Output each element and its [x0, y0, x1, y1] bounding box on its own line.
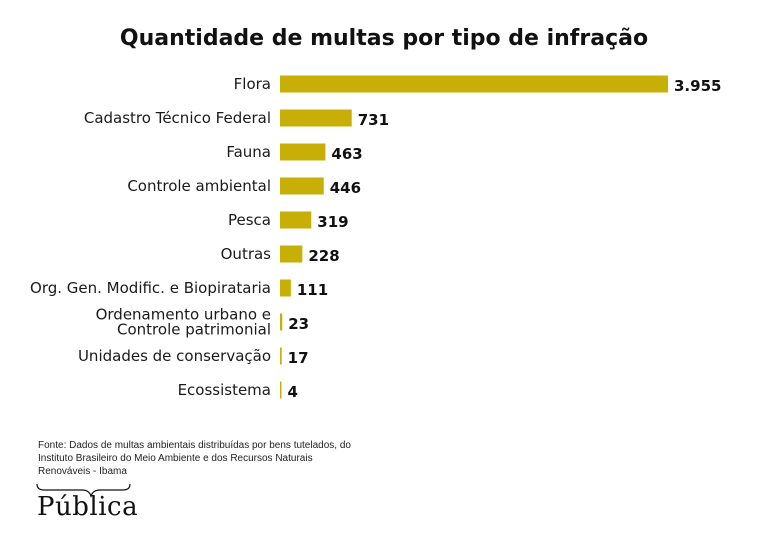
bar: [280, 75, 668, 93]
bar: [280, 211, 312, 229]
bar: [280, 381, 282, 399]
logo-bracket-icon: [36, 483, 131, 498]
value-label: 4: [288, 383, 298, 401]
value-label: 3.955: [674, 77, 721, 95]
category-label: Flora: [234, 75, 271, 93]
value-label: 17: [288, 349, 309, 367]
bar: [280, 143, 326, 161]
value-label: 23: [288, 315, 309, 333]
value-label: 731: [358, 111, 389, 129]
bar: [280, 177, 324, 195]
bar: [280, 313, 283, 331]
category-label: Ordenamento urbano e: [96, 306, 271, 324]
category-label: Unidades de conservação: [78, 347, 271, 365]
bar-chart: Flora 3.955 Cadastro Técnico Federal 731 Fau…: [30, 75, 721, 401]
category-label: Controle patrimonial: [117, 321, 271, 339]
category-label: Cadastro Técnico Federal: [84, 109, 271, 127]
category-label: Pesca: [228, 211, 271, 229]
publica-logo: Pública: [34, 470, 144, 524]
brand-name: Pública: [37, 492, 139, 522]
bar: [280, 347, 282, 365]
category-label: Ecossistema: [178, 381, 271, 399]
bar: [280, 279, 291, 297]
category-label: Org. Gen. Modific. e Biopirataria: [30, 279, 271, 297]
bar: [280, 245, 303, 263]
value-label: 319: [317, 213, 348, 231]
value-label: 228: [308, 247, 339, 265]
value-label: 111: [297, 281, 328, 299]
category-label: Fauna: [226, 143, 271, 161]
value-label: 463: [331, 145, 362, 163]
source-note: Fonte: Dados de multas ambientais distri…: [38, 440, 351, 477]
chart-title: Quantidade de multas por tipo de infraçã…: [119, 26, 649, 51]
category-label: Outras: [221, 245, 272, 263]
value-label: 446: [330, 179, 361, 197]
category-label: Controle ambiental: [127, 177, 271, 195]
bar: [280, 109, 352, 127]
